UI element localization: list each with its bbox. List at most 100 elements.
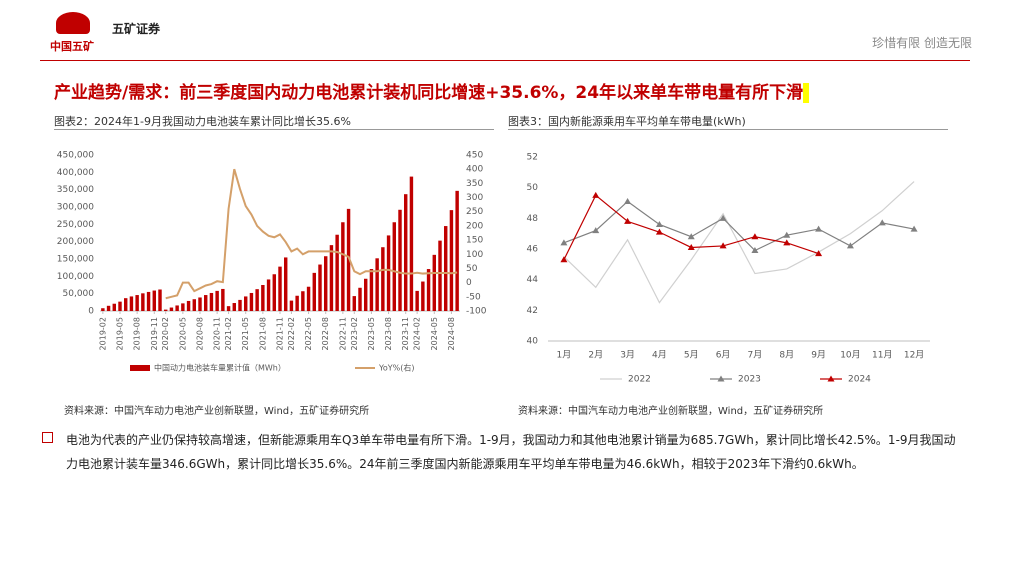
bar <box>455 190 459 311</box>
point <box>560 239 568 246</box>
y2-tick-label: 200 <box>466 221 483 231</box>
bar <box>318 264 322 311</box>
bar <box>369 269 374 311</box>
bullet-icon <box>42 432 53 443</box>
legend-label: 2022 <box>628 375 651 385</box>
x-tick-label: 2019-08 <box>133 317 142 350</box>
bar <box>438 240 442 311</box>
x-tick-label: 12月 <box>904 350 924 361</box>
bar <box>306 286 311 311</box>
bar <box>346 208 351 311</box>
y2-tick-label: 400 <box>466 165 483 175</box>
bar <box>421 281 425 311</box>
bar <box>409 176 414 311</box>
source: 资料来源：中国汽车动力电池产业创新联盟，Wind，五矿证券研究所 <box>64 406 370 417</box>
y-tick-label: 52 <box>527 153 538 163</box>
bar <box>112 303 116 311</box>
y-tick-label: 0 <box>88 307 94 317</box>
y2-tick-label: 150 <box>466 236 483 246</box>
x-tick-label: 2023-11 <box>401 317 410 350</box>
title: 产业趋势/需求：前三季度国内动力电池累计装机同比增速+35.6%，24年以来单车… <box>54 78 810 103</box>
x-tick-label: 2021-11 <box>276 317 285 350</box>
point <box>783 239 791 246</box>
x-tick-label: 2023-08 <box>384 317 393 350</box>
line <box>165 168 458 300</box>
x-tick-label: 2020-08 <box>196 317 205 350</box>
point <box>910 225 918 232</box>
bar <box>129 296 134 311</box>
x-tick-label: 2019-11 <box>150 317 159 350</box>
bar <box>204 295 208 311</box>
x-tick-label: 2021-02 <box>224 317 233 350</box>
logo-text: 中国五矿 <box>50 40 94 53</box>
bar <box>238 299 242 311</box>
y-tick-label: 44 <box>527 275 539 285</box>
point <box>655 228 663 235</box>
x-tick-label: 5月 <box>684 350 699 361</box>
x-tick-label: 3月 <box>620 350 635 361</box>
bar <box>209 292 214 311</box>
point <box>624 197 632 204</box>
x-tick-label: 2020-11 <box>213 317 222 350</box>
y-tick-label: 150,000 <box>57 255 94 265</box>
bar <box>312 272 316 311</box>
line <box>563 181 915 304</box>
bar <box>341 222 345 311</box>
highlight <box>803 83 810 103</box>
bar <box>232 303 236 311</box>
point <box>846 242 854 249</box>
x-tick-label: 2023-02 <box>350 317 359 350</box>
title-text: 产业趋势/需求：前三季度国内动力电池累计装机同比增速+35.6%，24年以来单车… <box>54 83 804 103</box>
bar <box>124 298 128 311</box>
x-tick-label: 2023-05 <box>367 317 376 350</box>
line <box>563 200 915 252</box>
x-tick-label: 11月 <box>872 350 892 361</box>
y-tick-label: 250,000 <box>57 220 94 230</box>
bar <box>415 290 419 311</box>
bar <box>146 291 151 311</box>
point <box>815 250 823 257</box>
bar <box>175 305 179 311</box>
y-tick-label: 450,000 <box>57 151 94 161</box>
y-tick-label: 40 <box>527 337 539 347</box>
point <box>717 375 725 382</box>
x-tick-label: 2024-02 <box>413 317 422 350</box>
bar <box>106 305 111 311</box>
y2-tick-label: 0 <box>466 278 472 288</box>
y2-tick-label: -100 <box>466 307 487 317</box>
bar <box>358 287 362 311</box>
brand: 五矿证券 <box>112 22 161 36</box>
y2-tick-label: 350 <box>466 179 483 189</box>
y2-tick-label: -50 <box>466 292 481 302</box>
x-tick-label: 2024-08 <box>447 317 456 350</box>
x-tick-label: 2022-05 <box>304 317 313 350</box>
legend-swatch <box>130 365 150 371</box>
logo-icon <box>56 12 90 34</box>
legend-label: YoY%(右) <box>378 363 414 373</box>
point <box>751 247 759 254</box>
y-tick-label: 48 <box>527 214 539 224</box>
bar <box>449 210 454 311</box>
point <box>719 242 727 249</box>
bar <box>295 295 299 311</box>
bar <box>101 308 105 311</box>
bar <box>375 258 379 311</box>
y-tick-label: 200,000 <box>57 237 94 247</box>
y2-tick-label: 250 <box>466 207 483 217</box>
bar <box>192 299 196 311</box>
bar <box>404 194 408 311</box>
bar <box>244 296 248 311</box>
y-tick-label: 50 <box>527 183 539 193</box>
chart-title: 图表2：2024年1-9月我国动力电池装车累计同比增长35.6% <box>54 113 494 130</box>
bar <box>329 245 334 311</box>
bar <box>301 291 305 311</box>
slogan: 珍惜有限 创造无限 <box>872 36 972 50</box>
bar <box>364 278 368 311</box>
point <box>624 217 632 224</box>
y-tick-label: 42 <box>527 306 538 316</box>
y-tick-label: 400,000 <box>57 168 94 178</box>
bar <box>266 279 271 311</box>
x-tick-label: 7月 <box>748 350 763 361</box>
